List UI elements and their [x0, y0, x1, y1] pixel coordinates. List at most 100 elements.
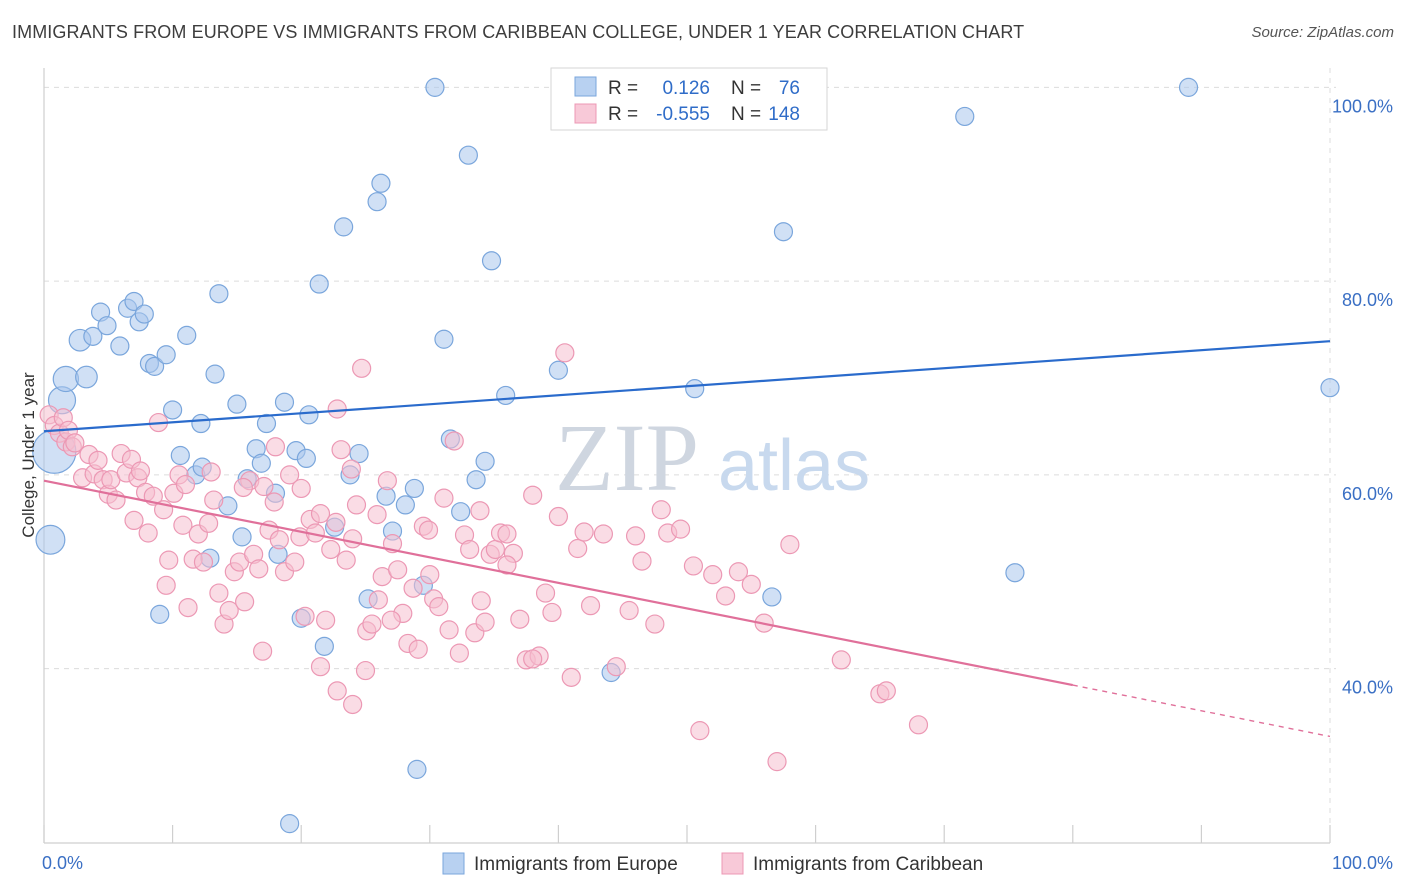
point-europe	[773, 222, 794, 242]
point-europe	[1178, 77, 1199, 97]
bottom-legend-label-caribbean: Immigrants from Caribbean	[753, 854, 983, 875]
point-europe	[466, 470, 486, 490]
point-caribbean	[253, 641, 273, 661]
point-caribbean	[876, 681, 896, 701]
point-europe	[434, 329, 454, 349]
point-caribbean	[209, 583, 229, 603]
point-europe	[209, 284, 229, 304]
point-caribbean	[343, 694, 363, 715]
point-europe	[475, 451, 495, 471]
point-europe	[451, 502, 471, 522]
point-europe	[227, 394, 247, 414]
x-tick-labels: 0.0% 100.0%	[42, 853, 1393, 873]
point-caribbean	[327, 399, 347, 419]
point-europe	[481, 251, 502, 271]
point-caribbean	[321, 539, 341, 560]
point-caribbean	[703, 565, 723, 585]
point-caribbean	[124, 510, 144, 531]
x-tick-min: 0.0%	[42, 853, 83, 873]
point-europe	[232, 527, 252, 547]
trend-line-europe	[43, 340, 1331, 433]
legend-n-caribbean: 148	[768, 104, 800, 125]
point-caribbean	[65, 433, 85, 453]
point-caribbean	[233, 477, 253, 498]
point-europe	[110, 336, 130, 356]
point-caribbean	[310, 504, 331, 524]
point-caribbean	[201, 462, 221, 482]
point-caribbean	[645, 614, 665, 634]
point-caribbean	[265, 437, 286, 457]
point-caribbean	[199, 513, 219, 533]
point-caribbean	[420, 565, 440, 585]
point-caribbean	[542, 602, 562, 623]
y-tick-label: 60.0%	[1342, 484, 1393, 504]
point-caribbean	[310, 657, 331, 677]
point-europe	[371, 173, 391, 193]
point-europe	[314, 636, 334, 656]
point-caribbean	[254, 476, 274, 497]
point-caribbean	[831, 650, 851, 670]
point-caribbean	[471, 591, 491, 611]
point-caribbean	[580, 596, 601, 616]
point-caribbean	[269, 530, 289, 550]
point-europe	[97, 316, 117, 336]
point-europe	[280, 814, 300, 834]
point-caribbean	[377, 471, 397, 491]
series-caribbean-points	[39, 343, 929, 772]
point-caribbean	[555, 343, 575, 363]
y-tick-label: 40.0%	[1342, 678, 1393, 698]
point-caribbean	[780, 535, 800, 555]
legend-r-label-europe: R =	[608, 78, 638, 99]
point-europe	[163, 400, 183, 420]
y-tick-labels: 40.0% 60.0% 80.0% 100.0%	[1332, 96, 1393, 697]
point-europe	[404, 478, 424, 499]
point-europe	[299, 405, 319, 425]
point-europe	[83, 326, 103, 346]
point-caribbean	[715, 586, 736, 606]
point-europe	[52, 365, 80, 393]
point-caribbean	[593, 524, 614, 544]
watermark-zip: ZIP	[555, 404, 699, 511]
point-europe	[134, 304, 154, 324]
point-caribbean	[434, 488, 454, 508]
point-caribbean	[568, 538, 588, 559]
trend-line-caribbean	[43, 479, 1074, 687]
point-europe	[349, 443, 369, 464]
series-legend: Immigrants from Europe Immigrants from C…	[442, 852, 983, 875]
point-europe	[296, 448, 316, 469]
point-caribbean	[388, 560, 408, 580]
legend-n-label-europe: N =	[731, 78, 761, 99]
point-europe	[334, 217, 354, 237]
watermark-atlas: atlas	[718, 426, 870, 506]
point-europe	[685, 379, 705, 399]
series-europe-points	[32, 77, 1340, 834]
point-europe	[75, 365, 98, 389]
chart-source: Source: ZipAtlas.com	[1251, 24, 1394, 41]
point-caribbean	[381, 610, 401, 630]
point-caribbean	[403, 578, 423, 598]
point-europe	[170, 445, 190, 466]
legend-n-label-caribbean: N =	[731, 104, 761, 125]
point-caribbean	[510, 609, 530, 629]
point-europe	[762, 587, 782, 607]
point-caribbean	[460, 539, 480, 560]
point-europe	[395, 495, 415, 515]
legend-r-label-caribbean: R =	[608, 104, 638, 125]
point-europe	[309, 274, 329, 294]
point-caribbean	[429, 597, 449, 617]
point-caribbean	[362, 614, 382, 634]
point-caribbean	[291, 478, 311, 499]
point-europe	[144, 356, 165, 376]
point-caribbean	[219, 600, 239, 621]
point-europe	[177, 325, 197, 345]
point-caribbean	[327, 681, 347, 701]
x-tick-max: 100.0%	[1332, 853, 1393, 873]
point-caribbean	[295, 606, 315, 626]
legend-swatch-caribbean	[574, 103, 597, 124]
point-caribbean	[285, 552, 305, 572]
point-caribbean	[368, 590, 388, 610]
point-caribbean	[88, 450, 108, 470]
y-tick-label: 100.0%	[1332, 96, 1393, 116]
point-europe	[367, 192, 387, 212]
